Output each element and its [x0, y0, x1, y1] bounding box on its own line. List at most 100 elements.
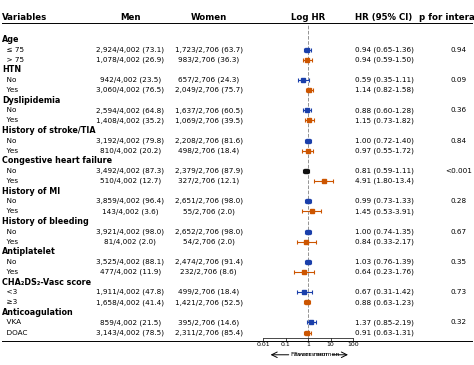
Text: 1.14 (0.82-1.58): 1.14 (0.82-1.58)	[355, 87, 413, 93]
Text: 1.15 (0.73-1.82): 1.15 (0.73-1.82)	[355, 117, 413, 124]
Text: 0.35: 0.35	[451, 259, 467, 265]
Text: 510/4,002 (12.7): 510/4,002 (12.7)	[100, 178, 161, 184]
Text: Yes: Yes	[2, 87, 18, 93]
Text: Congestive heart failure: Congestive heart failure	[2, 156, 112, 165]
Text: 3,921/4,002 (98.0): 3,921/4,002 (98.0)	[96, 228, 164, 235]
Text: 0.64 (0.23-1.76): 0.64 (0.23-1.76)	[355, 269, 413, 275]
Text: 232/2,706 (8.6): 232/2,706 (8.6)	[180, 269, 237, 275]
Text: Age: Age	[2, 35, 20, 44]
Text: ≥3: ≥3	[2, 299, 18, 305]
Text: 0.84 (0.33-2.17): 0.84 (0.33-2.17)	[355, 238, 413, 245]
Text: 395/2,706 (14.6): 395/2,706 (14.6)	[178, 319, 239, 326]
Text: 0.94: 0.94	[451, 47, 467, 53]
Text: Yes: Yes	[2, 148, 18, 154]
Text: 327/2,706 (12.1): 327/2,706 (12.1)	[178, 178, 239, 184]
Text: 0.88 (0.63-1.23): 0.88 (0.63-1.23)	[355, 299, 413, 306]
Text: 3,060/4,002 (76.5): 3,060/4,002 (76.5)	[96, 87, 164, 93]
Text: Men: Men	[120, 13, 141, 22]
Text: Favors men: Favors men	[291, 352, 327, 357]
Text: 0.67 (0.31-1.42): 0.67 (0.31-1.42)	[355, 289, 413, 295]
Text: 1,408/4,002 (35.2): 1,408/4,002 (35.2)	[96, 117, 164, 124]
Text: <0.001: <0.001	[446, 168, 472, 174]
Text: 859/4,002 (21.5): 859/4,002 (21.5)	[100, 319, 161, 326]
Text: 2,652/2,706 (98.0): 2,652/2,706 (98.0)	[174, 228, 243, 235]
Text: No: No	[2, 138, 17, 144]
Text: 499/2,706 (18.4): 499/2,706 (18.4)	[178, 289, 239, 295]
Text: 1,421/2,706 (52.5): 1,421/2,706 (52.5)	[174, 299, 243, 306]
Text: 2,311/2,706 (85.4): 2,311/2,706 (85.4)	[174, 329, 243, 336]
Text: 55/2,706 (2.0): 55/2,706 (2.0)	[182, 208, 235, 215]
Text: 3,192/4,002 (79.8): 3,192/4,002 (79.8)	[96, 137, 164, 144]
Text: VKA: VKA	[2, 319, 21, 326]
Text: 810/4,002 (20.2): 810/4,002 (20.2)	[100, 147, 161, 154]
Text: 1.00 (0.72-1.40): 1.00 (0.72-1.40)	[355, 137, 413, 144]
Text: Women: Women	[191, 13, 227, 22]
Text: 0.36: 0.36	[451, 107, 467, 113]
Text: 2,208/2,706 (81.6): 2,208/2,706 (81.6)	[174, 137, 243, 144]
Text: No: No	[2, 259, 17, 265]
Text: 1,078/4,002 (26.9): 1,078/4,002 (26.9)	[96, 57, 164, 63]
Text: Favors women: Favors women	[294, 352, 339, 357]
Text: 4.91 (1.80-13.4): 4.91 (1.80-13.4)	[355, 178, 413, 184]
Text: <3: <3	[2, 289, 18, 295]
Text: Log HR: Log HR	[291, 13, 325, 22]
Text: 1.03 (0.76-1.39): 1.03 (0.76-1.39)	[355, 259, 413, 265]
Text: 2,379/2,706 (87.9): 2,379/2,706 (87.9)	[174, 168, 243, 174]
Text: 657/2,706 (24.3): 657/2,706 (24.3)	[178, 77, 239, 83]
Text: DOAC: DOAC	[2, 330, 28, 335]
Text: 1.37 (0.85-2.19): 1.37 (0.85-2.19)	[355, 319, 413, 326]
Text: 1,069/2,706 (39.5): 1,069/2,706 (39.5)	[174, 117, 243, 124]
Text: 0.99 (0.73-1.33): 0.99 (0.73-1.33)	[355, 198, 413, 204]
Text: 0.32: 0.32	[451, 319, 467, 326]
Text: Yes: Yes	[2, 269, 18, 275]
Text: Variables: Variables	[2, 13, 47, 22]
Text: 477/4,002 (11.9): 477/4,002 (11.9)	[100, 269, 161, 275]
Text: Anticoagulation: Anticoagulation	[2, 308, 74, 317]
Text: History of bleeding: History of bleeding	[2, 217, 89, 226]
Text: 0.88 (0.60-1.28): 0.88 (0.60-1.28)	[355, 107, 413, 114]
Text: No: No	[2, 168, 17, 174]
Text: HR (95% CI): HR (95% CI)	[356, 13, 412, 22]
Text: Yes: Yes	[2, 208, 18, 214]
Text: 1,658/4,002 (41.4): 1,658/4,002 (41.4)	[96, 299, 164, 306]
Text: Dyslipidemia: Dyslipidemia	[2, 96, 61, 105]
Text: CHA₂DS₂-Vasc score: CHA₂DS₂-Vasc score	[2, 277, 91, 287]
Text: 0.97 (0.55-1.72): 0.97 (0.55-1.72)	[355, 147, 413, 154]
Text: 498/2,706 (18.4): 498/2,706 (18.4)	[178, 147, 239, 154]
Text: 0.81 (0.59-1.11): 0.81 (0.59-1.11)	[355, 168, 413, 174]
Text: 3,492/4,002 (87.3): 3,492/4,002 (87.3)	[96, 168, 164, 174]
Text: 1,723/2,706 (63.7): 1,723/2,706 (63.7)	[174, 46, 243, 53]
Text: History of MI: History of MI	[2, 187, 61, 196]
Text: 0.94 (0.65-1.36): 0.94 (0.65-1.36)	[355, 46, 413, 53]
Text: 54/2,706 (2.0): 54/2,706 (2.0)	[182, 238, 235, 245]
Text: Yes: Yes	[2, 118, 18, 123]
Text: 2,594/4,002 (64.8): 2,594/4,002 (64.8)	[96, 107, 164, 114]
Text: 81/4,002 (2.0): 81/4,002 (2.0)	[104, 238, 156, 245]
Text: 3,525/4,002 (88.1): 3,525/4,002 (88.1)	[96, 259, 164, 265]
Text: 1.00 (0.74-1.35): 1.00 (0.74-1.35)	[355, 228, 413, 235]
Text: 2,049/2,706 (75.7): 2,049/2,706 (75.7)	[174, 87, 243, 93]
Text: 143/4,002 (3.6): 143/4,002 (3.6)	[102, 208, 159, 215]
Text: > 75: > 75	[2, 57, 25, 63]
Text: 3,859/4,002 (96.4): 3,859/4,002 (96.4)	[96, 198, 164, 204]
Text: 1,637/2,706 (60.5): 1,637/2,706 (60.5)	[174, 107, 243, 114]
Text: 0.59 (0.35-1.11): 0.59 (0.35-1.11)	[355, 77, 413, 83]
Text: History of stroke/TIA: History of stroke/TIA	[2, 126, 96, 135]
Text: 3,143/4,002 (78.5): 3,143/4,002 (78.5)	[96, 329, 164, 336]
Text: No: No	[2, 107, 17, 113]
Text: 2,474/2,706 (91.4): 2,474/2,706 (91.4)	[174, 259, 243, 265]
Text: 0.73: 0.73	[451, 289, 467, 295]
Text: 0.67: 0.67	[451, 228, 467, 235]
Text: No: No	[2, 77, 17, 83]
Text: Antiplatelet: Antiplatelet	[2, 247, 56, 256]
Text: Yes: Yes	[2, 239, 18, 245]
Text: 2,924/4,002 (73.1): 2,924/4,002 (73.1)	[96, 46, 164, 53]
Text: No: No	[2, 228, 17, 235]
Text: 0.91 (0.63-1.31): 0.91 (0.63-1.31)	[355, 329, 413, 336]
Text: 1,911/4,002 (47.8): 1,911/4,002 (47.8)	[96, 289, 164, 295]
Text: 0.09: 0.09	[451, 77, 467, 83]
Text: 942/4,002 (23.5): 942/4,002 (23.5)	[100, 77, 161, 83]
Text: No: No	[2, 198, 17, 204]
Text: p for interaction: p for interaction	[419, 13, 474, 22]
Text: HTN: HTN	[2, 65, 21, 74]
